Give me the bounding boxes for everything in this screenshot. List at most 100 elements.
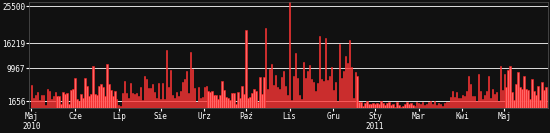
Bar (86, 86, 87, 108)
Bar (37, 92, 38, 108)
Bar (102, 87, 103, 108)
Bar (492, 89, 493, 108)
Bar (98, 86, 100, 108)
Bar (144, 76, 145, 108)
Bar (398, 105, 400, 108)
Bar (340, 78, 342, 108)
Bar (170, 70, 171, 108)
Bar (60, 104, 62, 108)
Bar (424, 105, 426, 108)
Bar (152, 84, 153, 108)
Bar (110, 90, 112, 108)
Bar (301, 99, 302, 108)
Bar (104, 96, 106, 108)
Bar (219, 95, 221, 108)
Bar (315, 91, 316, 108)
Bar (249, 97, 251, 108)
Bar (460, 98, 461, 108)
Bar (333, 90, 334, 108)
Bar (418, 103, 420, 108)
Bar (519, 86, 521, 108)
Bar (396, 102, 398, 108)
Bar (307, 70, 308, 108)
Bar (291, 100, 292, 108)
Bar (331, 67, 332, 108)
Bar (337, 101, 338, 108)
Bar (498, 101, 499, 108)
Bar (375, 104, 376, 108)
Bar (226, 97, 227, 108)
Bar (84, 78, 86, 108)
Bar (289, 1, 290, 108)
Bar (376, 103, 378, 108)
Bar (39, 100, 40, 108)
Bar (311, 79, 312, 108)
Bar (474, 96, 475, 108)
Bar (531, 78, 533, 108)
Bar (295, 53, 296, 108)
Bar (128, 98, 129, 108)
Bar (382, 103, 384, 108)
Bar (420, 104, 421, 108)
Bar (90, 94, 92, 108)
Bar (100, 84, 102, 108)
Bar (271, 64, 272, 108)
Bar (319, 36, 320, 108)
Bar (384, 105, 386, 108)
Bar (196, 102, 197, 108)
Bar (64, 94, 66, 108)
Bar (490, 98, 491, 108)
Bar (470, 84, 471, 108)
Bar (334, 82, 336, 108)
Bar (168, 87, 169, 108)
Bar (120, 106, 122, 108)
Bar (509, 66, 511, 108)
Bar (440, 104, 441, 108)
Bar (166, 50, 167, 108)
Bar (35, 95, 36, 108)
Bar (70, 90, 72, 108)
Bar (253, 89, 255, 108)
Bar (400, 107, 402, 108)
Bar (269, 69, 271, 108)
Bar (281, 77, 282, 108)
Bar (180, 91, 181, 108)
Bar (267, 89, 268, 108)
Bar (321, 79, 322, 108)
Bar (488, 76, 489, 108)
Bar (94, 94, 96, 108)
Bar (524, 76, 525, 108)
Bar (32, 98, 34, 108)
Bar (476, 101, 477, 108)
Bar (201, 97, 203, 108)
Bar (148, 88, 149, 108)
Bar (317, 83, 318, 108)
Bar (482, 99, 483, 108)
Bar (416, 102, 417, 108)
Bar (388, 102, 389, 108)
Bar (313, 82, 314, 108)
Bar (446, 102, 447, 108)
Bar (122, 93, 123, 108)
Bar (521, 89, 523, 108)
Bar (299, 95, 300, 108)
Bar (158, 83, 159, 108)
Bar (164, 99, 165, 108)
Bar (438, 103, 439, 108)
Bar (287, 95, 288, 108)
Bar (502, 90, 503, 108)
Bar (527, 90, 529, 108)
Bar (458, 98, 459, 108)
Bar (432, 104, 433, 108)
Bar (390, 105, 392, 108)
Bar (309, 65, 310, 108)
Bar (210, 92, 211, 108)
Bar (229, 100, 231, 108)
Bar (162, 83, 163, 108)
Bar (539, 100, 541, 108)
Bar (512, 92, 513, 108)
Bar (237, 92, 239, 108)
Bar (324, 38, 326, 108)
Bar (277, 87, 278, 108)
Bar (359, 102, 360, 108)
